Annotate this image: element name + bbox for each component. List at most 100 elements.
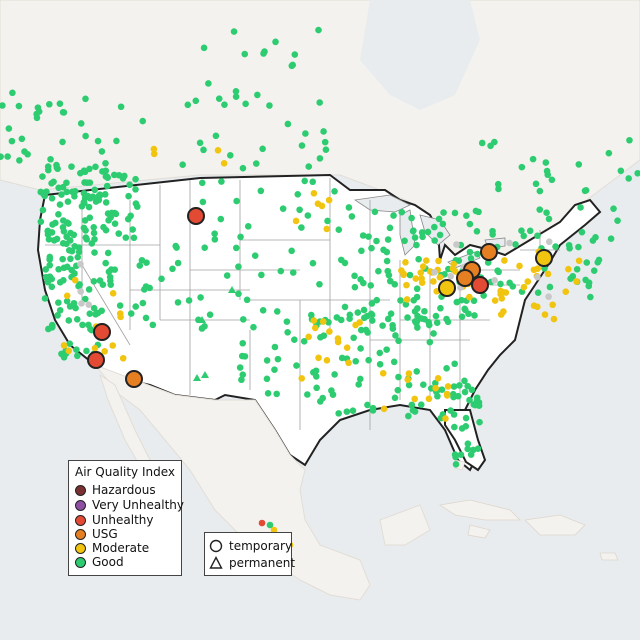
monitor-marker[interactable]: [403, 296, 411, 303]
monitor-marker[interactable]: [200, 44, 208, 52]
monitor-marker[interactable]: [313, 384, 320, 392]
monitor-marker[interactable]: [364, 401, 371, 409]
monitor-marker[interactable]: [541, 311, 549, 318]
monitor-marker[interactable]: [325, 196, 333, 204]
monitor-marker[interactable]: [476, 418, 483, 426]
monitor-marker[interactable]: [391, 394, 399, 402]
highlighted-monitor-marker[interactable]: [87, 351, 105, 369]
monitor-marker[interactable]: [98, 148, 106, 155]
monitor-marker[interactable]: [518, 163, 526, 171]
monitor-marker[interactable]: [239, 316, 247, 323]
monitor-marker[interactable]: [59, 108, 67, 116]
monitor-marker[interactable]: [464, 440, 472, 448]
monitor-marker[interactable]: [46, 100, 53, 108]
monitor-marker[interactable]: [491, 297, 499, 304]
monitor-marker[interactable]: [404, 376, 412, 383]
monitor-marker[interactable]: [411, 408, 419, 415]
monitor-marker[interactable]: [296, 206, 303, 214]
monitor-marker[interactable]: [302, 130, 309, 137]
monitor-marker[interactable]: [263, 375, 271, 383]
monitor-marker[interactable]: [575, 257, 583, 265]
monitor-marker[interactable]: [198, 179, 206, 187]
monitor-marker[interactable]: [543, 209, 550, 217]
monitor-marker[interactable]: [272, 38, 279, 46]
monitor-marker[interactable]: [461, 305, 468, 313]
monitor-marker[interactable]: [59, 255, 66, 263]
monitor-marker[interactable]: [122, 234, 130, 241]
monitor-marker[interactable]: [545, 215, 553, 223]
monitor-marker[interactable]: [351, 272, 358, 280]
monitor-marker[interactable]: [376, 349, 384, 357]
monitor-marker[interactable]: [411, 234, 419, 241]
monitor-marker[interactable]: [86, 310, 94, 318]
monitor-marker[interactable]: [201, 244, 209, 251]
monitor-marker[interactable]: [473, 228, 481, 235]
monitor-marker[interactable]: [67, 255, 74, 263]
monitor-marker[interactable]: [284, 328, 291, 336]
monitor-marker[interactable]: [90, 224, 98, 231]
monitor-marker[interactable]: [58, 191, 65, 198]
monitor-marker[interactable]: [389, 325, 397, 332]
monitor-marker[interactable]: [70, 299, 78, 307]
monitor-marker[interactable]: [174, 299, 182, 306]
monitor-marker[interactable]: [305, 333, 312, 341]
monitor-marker[interactable]: [119, 354, 127, 362]
monitor-marker[interactable]: [271, 366, 278, 373]
monitor-marker[interactable]: [359, 232, 367, 239]
monitor-marker[interactable]: [211, 230, 218, 237]
monitor-marker[interactable]: [67, 229, 74, 237]
monitor-marker[interactable]: [50, 178, 57, 186]
monitor-marker[interactable]: [196, 139, 204, 147]
monitor-marker[interactable]: [524, 278, 532, 285]
monitor-marker[interactable]: [451, 423, 458, 431]
monitor-marker[interactable]: [63, 188, 71, 196]
monitor-marker[interactable]: [304, 212, 312, 219]
monitor-marker[interactable]: [316, 155, 324, 162]
monitor-marker[interactable]: [357, 375, 364, 383]
monitor-marker[interactable]: [577, 204, 584, 211]
monitor-marker[interactable]: [179, 161, 186, 168]
monitor-marker[interactable]: [506, 239, 513, 247]
monitor-marker[interactable]: [590, 267, 598, 275]
monitor-marker[interactable]: [288, 247, 295, 255]
monitor-marker[interactable]: [394, 386, 402, 394]
monitor-marker[interactable]: [337, 256, 345, 264]
monitor-marker[interactable]: [409, 227, 417, 235]
monitor-marker[interactable]: [88, 240, 96, 247]
monitor-marker[interactable]: [46, 261, 54, 269]
monitor-marker[interactable]: [545, 293, 552, 300]
monitor-marker[interactable]: [95, 196, 103, 204]
monitor-marker[interactable]: [418, 275, 425, 282]
monitor-marker[interactable]: [405, 370, 413, 377]
monitor-marker[interactable]: [107, 277, 114, 285]
monitor-marker[interactable]: [55, 211, 62, 218]
monitor-marker[interactable]: [319, 394, 327, 402]
monitor-marker[interactable]: [442, 415, 449, 422]
monitor-marker[interactable]: [48, 229, 56, 236]
monitor-marker[interactable]: [274, 355, 282, 363]
monitor-marker[interactable]: [458, 313, 466, 320]
monitor-marker[interactable]: [149, 321, 157, 329]
monitor-marker[interactable]: [76, 281, 83, 288]
monitor-marker[interactable]: [550, 315, 558, 323]
monitor-marker[interactable]: [86, 214, 94, 222]
monitor-marker[interactable]: [343, 408, 351, 415]
monitor-marker[interactable]: [529, 155, 537, 163]
monitor-marker[interactable]: [150, 145, 158, 153]
monitor-marker[interactable]: [48, 283, 56, 291]
monitor-marker[interactable]: [401, 237, 408, 245]
highlighted-monitor-marker[interactable]: [187, 207, 205, 225]
monitor-marker[interactable]: [545, 238, 553, 246]
monitor-marker[interactable]: [90, 229, 98, 237]
monitor-marker[interactable]: [49, 221, 56, 228]
monitor-marker[interactable]: [91, 249, 98, 256]
monitor-marker[interactable]: [431, 268, 438, 276]
monitor-marker[interactable]: [65, 347, 73, 355]
monitor-marker[interactable]: [411, 318, 419, 325]
monitor-marker[interactable]: [0, 102, 6, 109]
monitor-marker[interactable]: [132, 200, 140, 207]
monitor-marker[interactable]: [77, 288, 84, 295]
monitor-marker[interactable]: [82, 132, 89, 140]
monitor-marker[interactable]: [408, 214, 415, 222]
monitor-marker[interactable]: [127, 310, 135, 317]
